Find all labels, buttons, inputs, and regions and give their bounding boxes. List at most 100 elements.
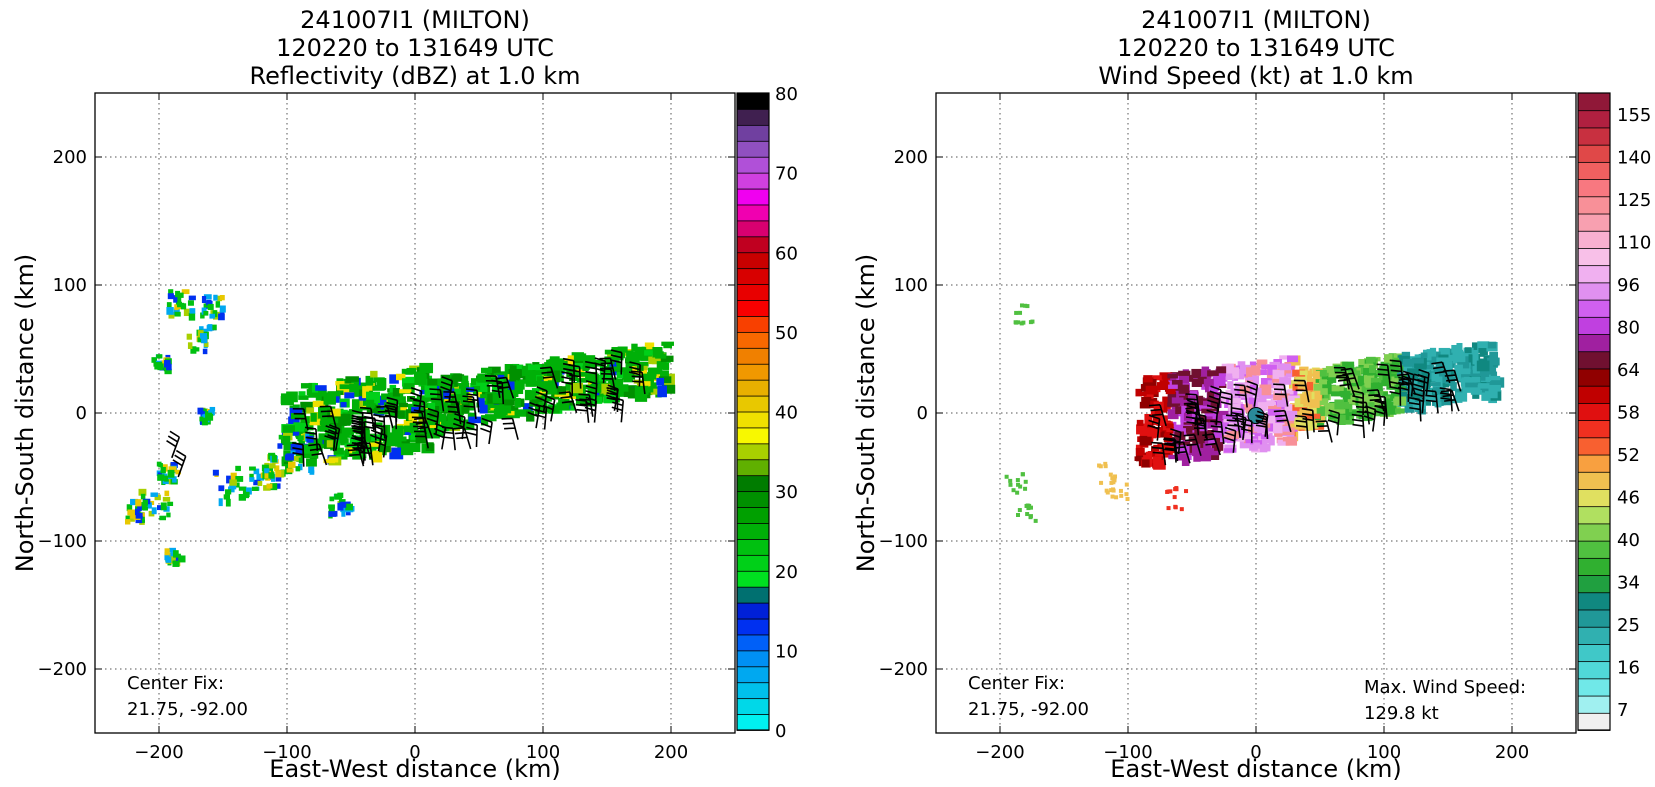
colorbar-tick-label: 64 xyxy=(1617,360,1640,381)
colorbar-segment xyxy=(1577,488,1611,508)
colorbar-segment xyxy=(736,697,770,715)
colorbar-segment xyxy=(1577,626,1611,645)
x-axis-label: East-West distance (km) xyxy=(1110,755,1401,783)
colorbar-segment xyxy=(1577,523,1611,542)
colorbar-segment xyxy=(736,156,770,174)
colorbar-segment xyxy=(736,649,770,668)
colorbar-segment xyxy=(1577,299,1611,318)
colorbar-segment xyxy=(1577,660,1611,680)
chart-title-line: Reflectivity (dBZ) at 1.0 km xyxy=(250,62,581,90)
colorbar-tick-label: 0 xyxy=(775,721,786,742)
colorbar-segment xyxy=(1577,643,1611,663)
colorbar-segment xyxy=(736,299,770,317)
colorbar-segment xyxy=(736,92,770,110)
colorbar-tick-label: 50 xyxy=(775,323,798,344)
colorbar-segment xyxy=(1577,609,1611,628)
y-axis-label: North-South distance (km) xyxy=(852,254,880,573)
annotation-center-fix: 21.75, -92.00 xyxy=(127,699,248,720)
data-field xyxy=(125,289,676,567)
colorbar-tick-label: 155 xyxy=(1617,105,1651,126)
colorbar-segment xyxy=(736,347,770,365)
x-tick-label: −200 xyxy=(975,742,1024,763)
y-tick-label: 0 xyxy=(917,403,928,424)
colorbar-segment xyxy=(736,538,770,556)
colorbar-segment xyxy=(736,427,770,445)
colorbar-segment xyxy=(1577,471,1611,490)
colorbar-segment xyxy=(736,554,770,572)
colorbar-segment xyxy=(736,411,770,429)
panel-right: −200 −100 0 100 200 −200 −100 0 100 200 241007I1 (… xyxy=(852,6,1651,783)
colorbar-segment xyxy=(1577,92,1611,112)
colorbar-segment xyxy=(736,251,770,270)
annotation-max-wind: Max. Wind Speed: xyxy=(1364,677,1526,698)
colorbar-segment xyxy=(1577,557,1611,576)
chart-title-line: 241007I1 (MILTON) xyxy=(300,6,530,34)
colorbar-segment xyxy=(1577,109,1611,129)
x-axis-label: East-West distance (km) xyxy=(269,755,560,783)
colorbar-segment xyxy=(736,363,770,381)
colorbar-segment xyxy=(1577,677,1611,697)
colorbar-segment xyxy=(1577,505,1611,525)
colorbar-segment xyxy=(1577,281,1611,301)
colorbar-segment xyxy=(1577,264,1611,284)
colorbar-segment xyxy=(1577,454,1611,473)
y-tick-label: −100 xyxy=(38,531,87,552)
annotation-center-fix: 21.75, -92.00 xyxy=(968,699,1089,720)
colorbar-segment xyxy=(736,586,770,604)
colorbar-tick-label: 60 xyxy=(775,243,798,264)
x-tick-label: 200 xyxy=(1495,742,1529,763)
colorbar-segment xyxy=(1577,230,1611,249)
colorbar-tick-label: 34 xyxy=(1617,572,1640,593)
colorbar-tick-label: 70 xyxy=(775,164,798,185)
colorbar-tick-label: 16 xyxy=(1617,657,1640,678)
colorbar-segment xyxy=(736,395,770,413)
colorbar-tick-label: 80 xyxy=(1617,318,1640,339)
colorbar-tick-label: 10 xyxy=(775,641,798,662)
colorbar-tick-label: 52 xyxy=(1617,445,1640,466)
colorbar-segment xyxy=(1577,127,1611,146)
colorbar-segment xyxy=(1577,712,1611,731)
y-tick-label: −200 xyxy=(38,659,87,680)
colorbar-segment xyxy=(1577,695,1611,714)
colorbar-segment xyxy=(1577,316,1611,335)
colorbar-segment xyxy=(736,618,770,636)
x-tick-label: −100 xyxy=(1103,742,1152,763)
annotation-center-fix: Center Fix: xyxy=(968,673,1065,694)
data-field xyxy=(1004,303,1505,523)
chart-title-line: 120220 to 131649 UTC xyxy=(1117,34,1395,62)
colorbar-segment xyxy=(1577,161,1611,180)
colorbar-tick-label: 96 xyxy=(1617,275,1640,296)
colorbar-segment xyxy=(736,172,770,190)
y-tick-label: −200 xyxy=(879,659,928,680)
x-tick-label: 200 xyxy=(654,742,688,763)
colorbar-segment xyxy=(1577,574,1611,594)
x-tick-label: −200 xyxy=(134,742,183,763)
colorbar-segment xyxy=(736,140,770,158)
y-tick-label: 0 xyxy=(76,403,87,424)
colorbar-segment xyxy=(736,219,770,238)
colorbar-tick-label: 125 xyxy=(1617,190,1651,211)
colorbar-segment xyxy=(1577,247,1611,267)
colorbar-segment xyxy=(736,490,770,508)
colorbar-segment xyxy=(1577,368,1611,387)
x-tick-label: 0 xyxy=(409,742,420,763)
colorbar-segment xyxy=(736,442,770,461)
colorbar-segment xyxy=(736,458,770,477)
colorbar-tick-label: 25 xyxy=(1617,615,1640,636)
colorbar-segment xyxy=(736,283,770,301)
colorbar-segment xyxy=(736,713,770,731)
colorbar-tick-label: 7 xyxy=(1617,700,1628,721)
colorbar-segment xyxy=(1577,213,1611,232)
colorbar-segment xyxy=(1577,385,1611,404)
colorbar-segment xyxy=(736,108,770,126)
colorbar-segment xyxy=(1577,419,1611,439)
colorbar-segment xyxy=(1577,350,1611,370)
colorbar-tick-label: 46 xyxy=(1617,487,1640,508)
y-tick-label: 200 xyxy=(53,147,87,168)
chart-title-line: 241007I1 (MILTON) xyxy=(1141,6,1371,34)
colorbar-tick-label: 140 xyxy=(1617,148,1651,169)
y-tick-label: 200 xyxy=(894,147,928,168)
colorbar-segment xyxy=(1577,402,1611,422)
y-tick-label: −100 xyxy=(879,531,928,552)
